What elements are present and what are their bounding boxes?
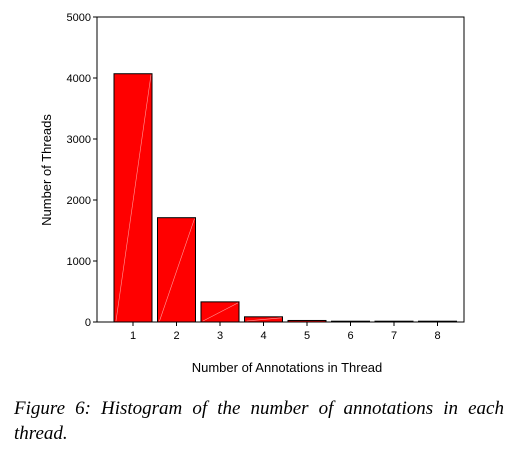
bar-shading-3 bbox=[202, 302, 239, 322]
x-axis: 1 2 3 4 5 6 7 8 bbox=[130, 322, 441, 342]
histogram-chart: 0 1000 2000 3000 4000 5000 1 2 3 4 5 6 7 8 Number of… bbox=[39, 12, 465, 375]
bars bbox=[113, 73, 457, 323]
bar-1 bbox=[113, 73, 153, 323]
x-tick-label: 3 bbox=[217, 330, 223, 342]
y-tick-label: 3000 bbox=[67, 134, 91, 146]
y-axis-title: Number of Threads bbox=[39, 114, 54, 226]
y-tick-label: 1000 bbox=[67, 256, 91, 268]
x-tick-label: 8 bbox=[434, 330, 440, 342]
x-tick-label: 6 bbox=[347, 330, 353, 342]
bar-shading-4 bbox=[246, 317, 282, 322]
y-tick-label: 5000 bbox=[67, 12, 91, 24]
bar-6 bbox=[331, 320, 370, 323]
x-tick-label: 5 bbox=[304, 330, 310, 342]
bar-shading-1 bbox=[115, 74, 152, 322]
x-tick-label: 7 bbox=[391, 330, 397, 342]
y-axis: 0 1000 2000 3000 4000 5000 bbox=[67, 12, 97, 329]
figure-caption: Figure 6: Histogram of the number of ann… bbox=[14, 398, 504, 444]
x-tick-label: 2 bbox=[173, 330, 179, 342]
y-tick-label: 2000 bbox=[67, 195, 91, 207]
bar-7 bbox=[374, 320, 414, 323]
y-tick-label: 0 bbox=[85, 317, 91, 329]
bar-shading-2 bbox=[159, 218, 195, 322]
x-axis-title: Number of Annotations in Thread bbox=[192, 360, 383, 375]
bar-5 bbox=[287, 319, 327, 323]
x-tick-label: 1 bbox=[130, 330, 136, 342]
y-tick-label: 4000 bbox=[67, 73, 91, 85]
x-tick-label: 4 bbox=[260, 330, 266, 342]
bar-8 bbox=[418, 320, 457, 323]
